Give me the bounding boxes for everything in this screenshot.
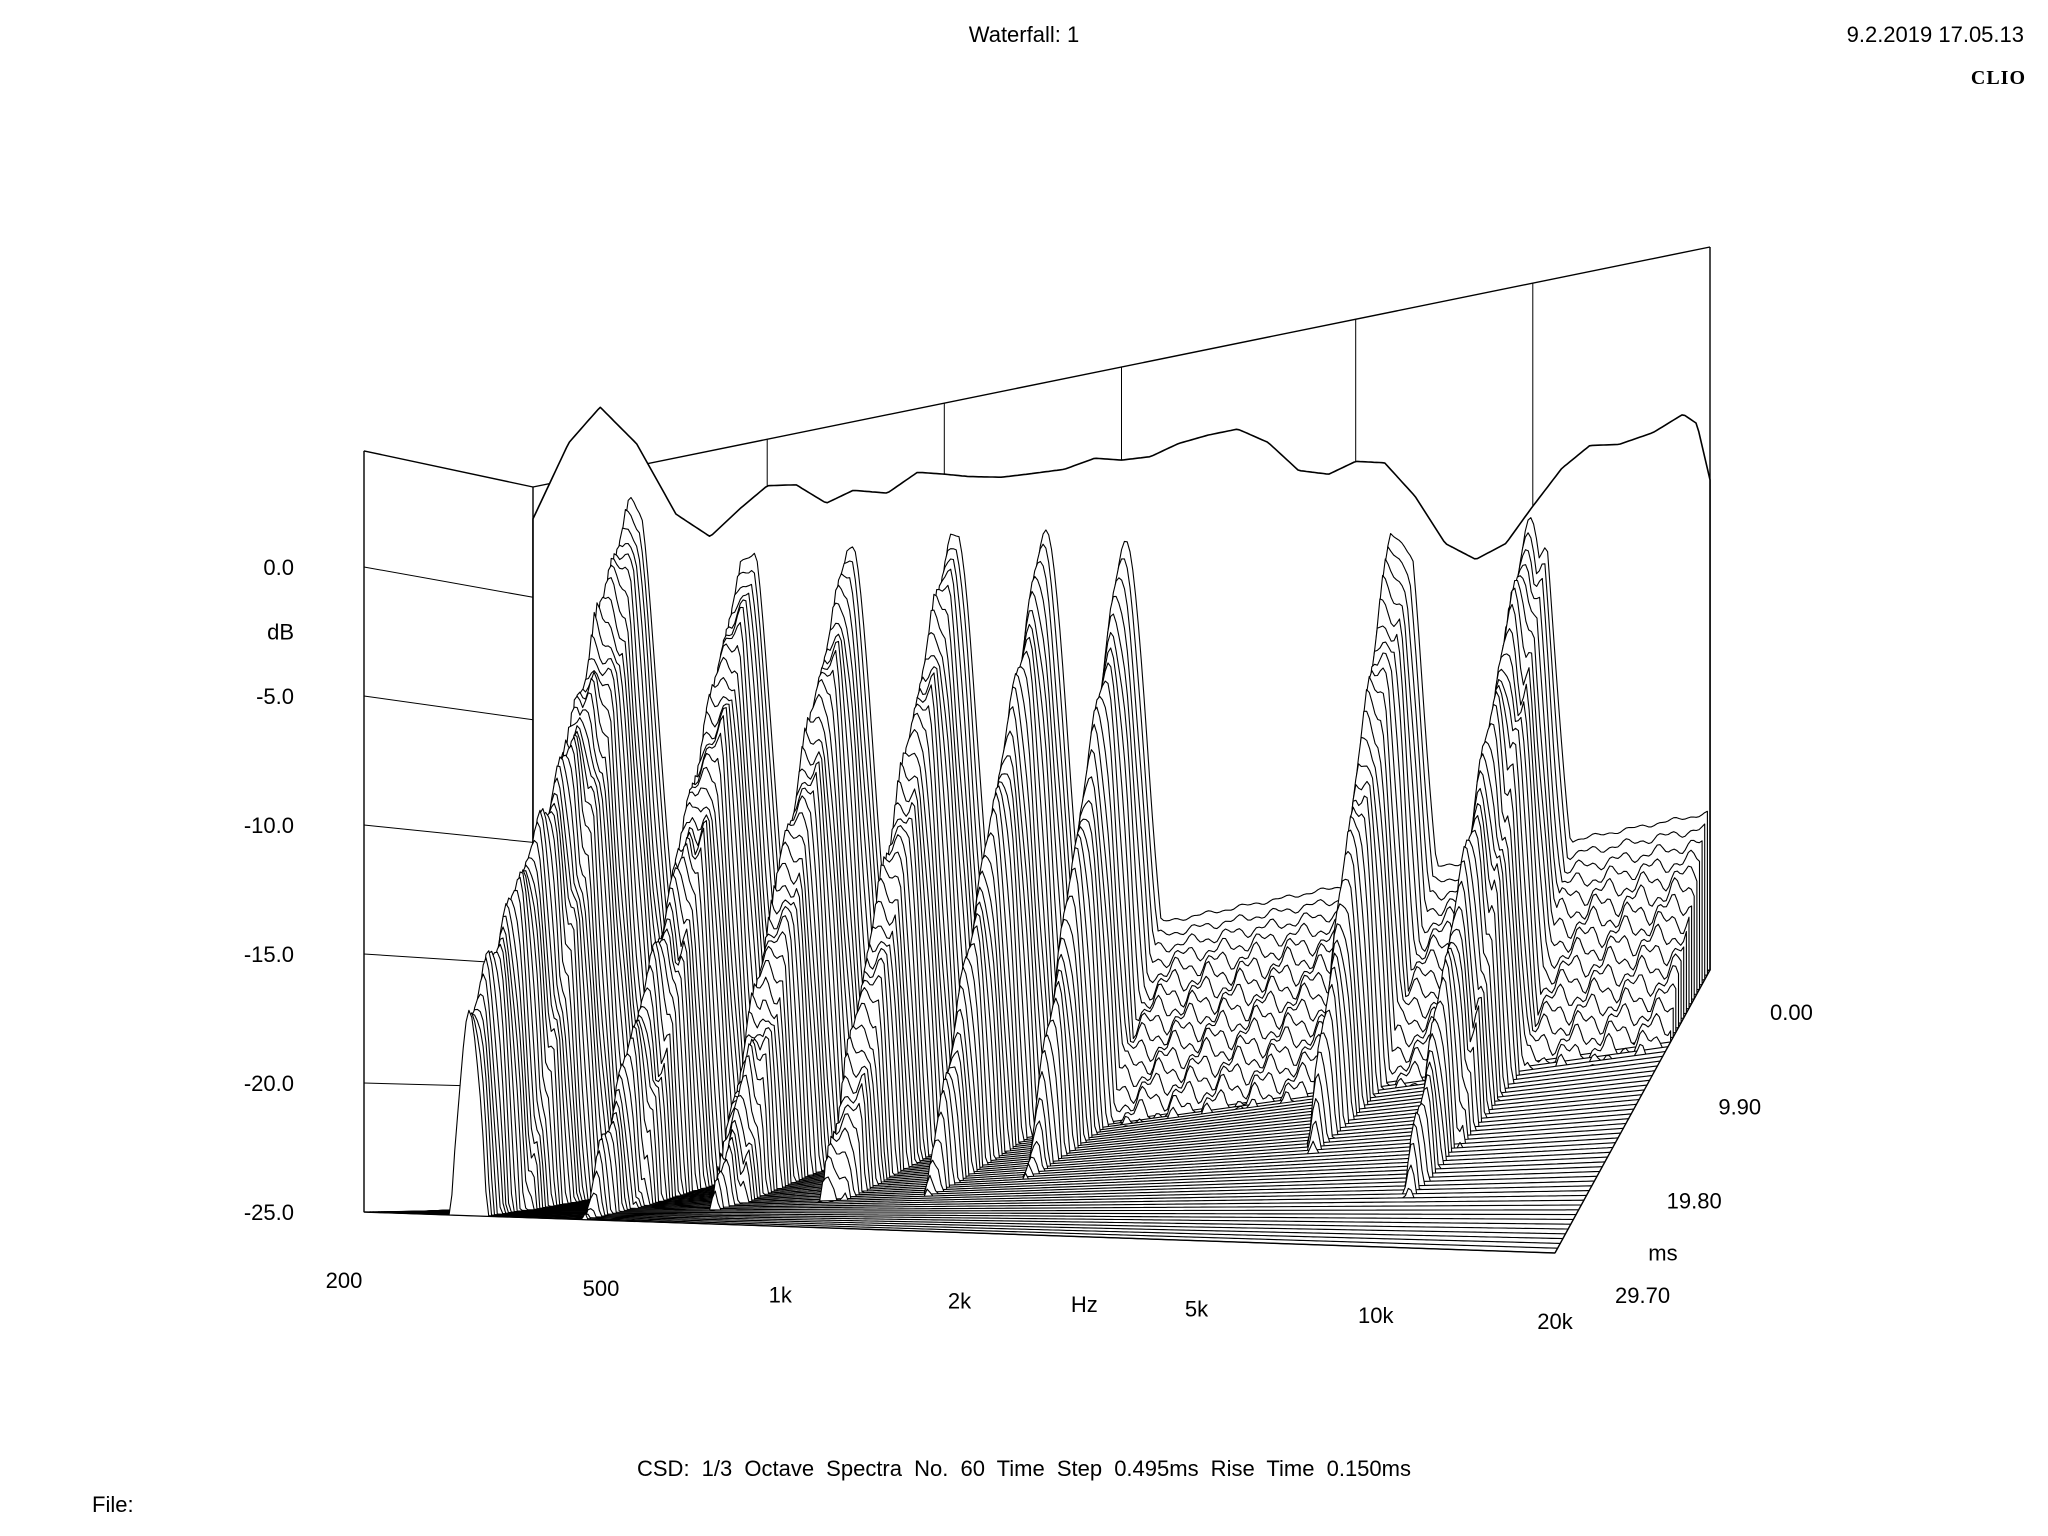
x-tick-label: 1k: [769, 1282, 793, 1307]
z-tick-label: 19.80: [1667, 1189, 1722, 1214]
y-tick-label: -5.0: [256, 684, 294, 709]
spectra-slices: [363, 406, 1711, 1254]
spectrum-slice: [369, 1013, 1561, 1244]
chart-title: Waterfall: 1: [968, 22, 1080, 47]
z-tick-label: 0.00: [1770, 1000, 1813, 1025]
spectrum-slice: [366, 1012, 1559, 1249]
x-tick-label: 5k: [1185, 1297, 1209, 1322]
z-tick-label: 9.90: [1718, 1094, 1761, 1119]
y-tick-label: -10.0: [244, 813, 294, 838]
left-wall-grid-line: [363, 695, 534, 721]
y-tick-label: -15.0: [244, 942, 294, 967]
file-label: File:: [92, 1492, 134, 1517]
timestamp: 9.2.2019 17.05.13: [1846, 22, 2024, 47]
z-axis-label: ms: [1648, 1241, 1677, 1266]
x-tick-label: 500: [583, 1276, 620, 1301]
x-tick-label: 10k: [1358, 1303, 1394, 1328]
brand-logo: CLIO: [1970, 67, 2026, 89]
left-wall-grid-line: [363, 824, 534, 843]
y-tick-label: -20.0: [244, 1071, 294, 1096]
measurement-caption: CSD: 1/3 Octave Spectra No. 60 Time Step…: [637, 1456, 1411, 1481]
axis-labels: 0.0 -5.0 -10.0 -15.0 -20.0 -25.0 dB 200 500 1k 2k 5…: [244, 555, 1813, 1334]
y-tick-label: 0.0: [263, 555, 294, 580]
x-axis-label: Hz: [1071, 1292, 1098, 1317]
z-tick-label: 29.70: [1615, 1283, 1670, 1308]
y-axis-label: dB: [267, 620, 294, 645]
left-wall-grid-line: [363, 566, 534, 598]
x-tick-label: 20k: [1537, 1309, 1573, 1334]
y-tick-label: -25.0: [244, 1200, 294, 1225]
spectrum-slice: [363, 1009, 1556, 1254]
x-tick-label: 2k: [948, 1289, 972, 1314]
spectrum-slice: [372, 1008, 1564, 1240]
x-tick-label: 200: [326, 1268, 363, 1293]
frame-left-top-edge: [363, 450, 534, 488]
